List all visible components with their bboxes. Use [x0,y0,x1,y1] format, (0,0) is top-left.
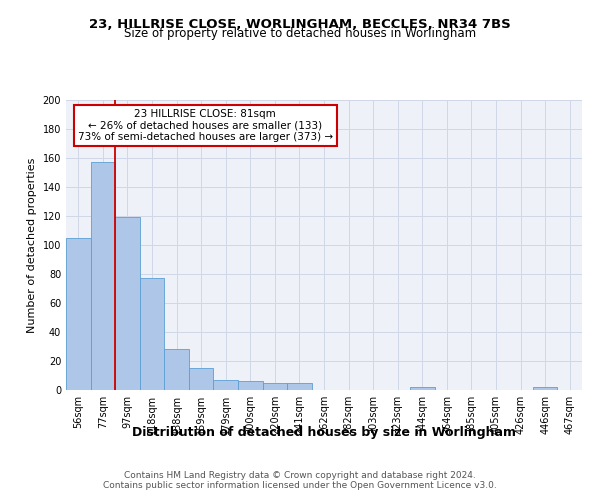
Bar [263,383,287,390]
Bar [287,383,312,390]
Bar [533,387,557,390]
Bar [214,380,238,390]
Text: Contains public sector information licensed under the Open Government Licence v3: Contains public sector information licen… [103,482,497,490]
Text: 23, HILLRISE CLOSE, WORLINGHAM, BECCLES, NR34 7BS: 23, HILLRISE CLOSE, WORLINGHAM, BECCLES,… [89,18,511,30]
Bar [140,278,164,390]
Bar [189,368,214,390]
Text: Distribution of detached houses by size in Worlingham: Distribution of detached houses by size … [132,426,516,439]
Text: 23 HILLRISE CLOSE: 81sqm
← 26% of detached houses are smaller (133)
73% of semi-: 23 HILLRISE CLOSE: 81sqm ← 26% of detach… [78,108,333,142]
Bar [115,218,140,390]
Bar [66,238,91,390]
Text: Contains HM Land Registry data © Crown copyright and database right 2024.: Contains HM Land Registry data © Crown c… [124,472,476,480]
Y-axis label: Number of detached properties: Number of detached properties [27,158,37,332]
Text: Size of property relative to detached houses in Worlingham: Size of property relative to detached ho… [124,28,476,40]
Bar [164,350,189,390]
Bar [410,387,434,390]
Bar [91,162,115,390]
Bar [238,382,263,390]
